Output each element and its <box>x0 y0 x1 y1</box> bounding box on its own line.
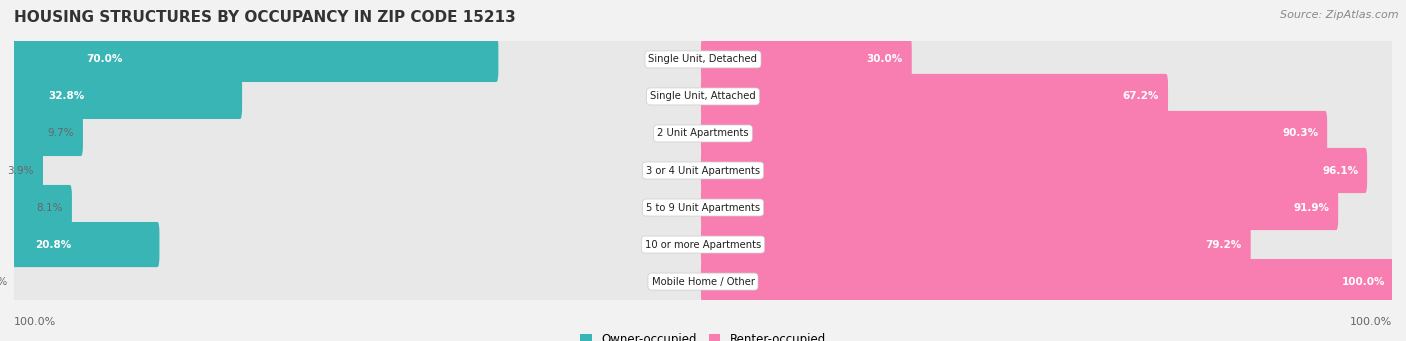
Text: 20.8%: 20.8% <box>35 239 72 250</box>
FancyBboxPatch shape <box>702 74 1168 119</box>
Text: 90.3%: 90.3% <box>1282 129 1319 138</box>
Legend: Owner-occupied, Renter-occupied: Owner-occupied, Renter-occupied <box>575 329 831 341</box>
FancyBboxPatch shape <box>11 211 1395 278</box>
FancyBboxPatch shape <box>11 137 1395 204</box>
FancyBboxPatch shape <box>13 222 704 267</box>
FancyBboxPatch shape <box>13 74 704 119</box>
FancyBboxPatch shape <box>13 111 83 156</box>
FancyBboxPatch shape <box>702 37 1393 82</box>
FancyBboxPatch shape <box>702 185 1393 230</box>
Text: 96.1%: 96.1% <box>1322 165 1358 176</box>
FancyBboxPatch shape <box>13 37 704 82</box>
FancyBboxPatch shape <box>702 37 911 82</box>
FancyBboxPatch shape <box>702 185 1339 230</box>
Text: Source: ZipAtlas.com: Source: ZipAtlas.com <box>1281 10 1399 20</box>
FancyBboxPatch shape <box>11 248 1395 315</box>
FancyBboxPatch shape <box>13 222 159 267</box>
FancyBboxPatch shape <box>13 185 704 230</box>
FancyBboxPatch shape <box>13 111 704 156</box>
Text: 8.1%: 8.1% <box>37 203 63 212</box>
FancyBboxPatch shape <box>11 174 1395 241</box>
Text: 67.2%: 67.2% <box>1123 91 1159 102</box>
FancyBboxPatch shape <box>702 148 1367 193</box>
FancyBboxPatch shape <box>702 74 1393 119</box>
Text: 100.0%: 100.0% <box>1341 277 1385 286</box>
FancyBboxPatch shape <box>13 259 704 304</box>
Text: 91.9%: 91.9% <box>1294 203 1329 212</box>
Text: Mobile Home / Other: Mobile Home / Other <box>651 277 755 286</box>
Text: 0.0%: 0.0% <box>0 277 7 286</box>
FancyBboxPatch shape <box>702 111 1327 156</box>
FancyBboxPatch shape <box>702 148 1393 193</box>
FancyBboxPatch shape <box>702 222 1251 267</box>
FancyBboxPatch shape <box>11 63 1395 130</box>
Text: 79.2%: 79.2% <box>1205 239 1241 250</box>
FancyBboxPatch shape <box>702 222 1393 267</box>
Text: 70.0%: 70.0% <box>86 55 122 64</box>
Text: 5 to 9 Unit Apartments: 5 to 9 Unit Apartments <box>645 203 761 212</box>
FancyBboxPatch shape <box>702 111 1393 156</box>
Text: 30.0%: 30.0% <box>866 55 903 64</box>
FancyBboxPatch shape <box>13 185 72 230</box>
Text: 9.7%: 9.7% <box>48 129 75 138</box>
Text: Single Unit, Attached: Single Unit, Attached <box>650 91 756 102</box>
FancyBboxPatch shape <box>702 259 1393 304</box>
FancyBboxPatch shape <box>11 26 1395 93</box>
FancyBboxPatch shape <box>13 148 44 193</box>
FancyBboxPatch shape <box>13 74 242 119</box>
FancyBboxPatch shape <box>11 100 1395 167</box>
Text: HOUSING STRUCTURES BY OCCUPANCY IN ZIP CODE 15213: HOUSING STRUCTURES BY OCCUPANCY IN ZIP C… <box>14 10 516 25</box>
Text: 10 or more Apartments: 10 or more Apartments <box>645 239 761 250</box>
Text: 3 or 4 Unit Apartments: 3 or 4 Unit Apartments <box>645 165 761 176</box>
Text: 2 Unit Apartments: 2 Unit Apartments <box>657 129 749 138</box>
FancyBboxPatch shape <box>13 148 704 193</box>
FancyBboxPatch shape <box>702 259 1393 304</box>
Text: 100.0%: 100.0% <box>1350 317 1392 327</box>
FancyBboxPatch shape <box>13 37 498 82</box>
Text: 100.0%: 100.0% <box>14 317 56 327</box>
Text: 32.8%: 32.8% <box>48 91 84 102</box>
Text: Single Unit, Detached: Single Unit, Detached <box>648 55 758 64</box>
Text: 3.9%: 3.9% <box>7 165 34 176</box>
